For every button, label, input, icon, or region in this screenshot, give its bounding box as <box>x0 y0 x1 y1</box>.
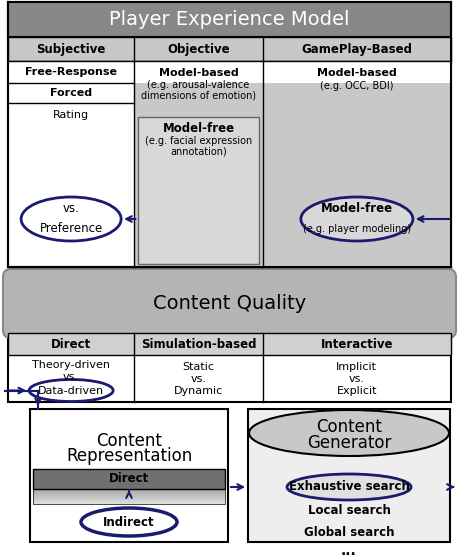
Text: Model-free: Model-free <box>162 123 235 135</box>
Ellipse shape <box>81 508 177 536</box>
Bar <box>33 491 225 493</box>
Bar <box>33 503 225 504</box>
Bar <box>33 494 225 495</box>
Text: Indirect: Indirect <box>103 515 155 529</box>
Text: Static: Static <box>183 361 214 372</box>
Bar <box>33 489 225 504</box>
Bar <box>134 61 263 267</box>
Ellipse shape <box>21 197 121 241</box>
Text: (e.g. player modeling): (e.g. player modeling) <box>303 224 411 234</box>
Bar <box>33 490 225 491</box>
Text: Model-free: Model-free <box>321 203 393 216</box>
Text: Free-Response: Free-Response <box>25 67 117 77</box>
Text: vs.: vs. <box>190 374 207 384</box>
Bar <box>8 37 451 61</box>
Bar <box>138 117 259 264</box>
Bar <box>33 496 225 497</box>
Bar <box>33 469 225 489</box>
Text: Player Experience Model: Player Experience Model <box>109 10 350 29</box>
Bar <box>33 488 225 490</box>
Text: Objective: Objective <box>167 42 230 56</box>
Bar <box>33 495 225 496</box>
Bar <box>33 501 225 502</box>
Ellipse shape <box>287 474 411 500</box>
Text: Direct: Direct <box>109 472 149 486</box>
Bar <box>33 497 225 499</box>
Bar <box>8 2 451 37</box>
Text: vs.: vs. <box>63 203 79 216</box>
FancyBboxPatch shape <box>3 269 456 338</box>
Bar <box>263 61 451 267</box>
Text: (e.g. facial expression: (e.g. facial expression <box>145 136 252 146</box>
Text: (e.g. OCC, BDI): (e.g. OCC, BDI) <box>320 81 394 91</box>
Text: annotation): annotation) <box>170 147 227 157</box>
Bar <box>33 493 225 494</box>
Text: (e.g. arousal-valence: (e.g. arousal-valence <box>147 80 250 90</box>
Bar <box>33 499 225 500</box>
Text: Forced: Forced <box>50 88 92 98</box>
Text: dimensions of emotion): dimensions of emotion) <box>141 90 256 100</box>
Bar <box>33 491 225 492</box>
Text: Dynamic: Dynamic <box>174 385 223 395</box>
Ellipse shape <box>29 379 113 402</box>
Bar <box>248 409 450 542</box>
Text: Local search: Local search <box>308 505 391 517</box>
Text: Explicit: Explicit <box>336 385 377 395</box>
Bar <box>8 333 451 355</box>
Bar <box>33 499 225 500</box>
Text: Generator: Generator <box>307 434 391 452</box>
Bar <box>30 409 228 542</box>
Ellipse shape <box>249 410 449 456</box>
Text: Subjective: Subjective <box>36 42 106 56</box>
Text: Interactive: Interactive <box>321 338 393 350</box>
Text: Simulation-based: Simulation-based <box>141 338 256 350</box>
Bar <box>33 495 225 496</box>
Bar <box>33 500 225 501</box>
Text: Content Quality: Content Quality <box>153 294 306 313</box>
Text: Model-based: Model-based <box>317 68 397 78</box>
Text: GamePlay-Based: GamePlay-Based <box>302 42 412 56</box>
Text: Global search: Global search <box>304 526 394 540</box>
Bar <box>33 502 225 504</box>
Text: Data-driven: Data-driven <box>38 385 104 395</box>
Text: Direct: Direct <box>51 338 91 350</box>
Text: vs.: vs. <box>63 372 79 382</box>
Text: Model-based: Model-based <box>159 68 238 78</box>
Bar <box>33 501 225 502</box>
Text: ...: ... <box>341 544 357 557</box>
Bar <box>33 497 225 498</box>
Text: Representation: Representation <box>66 447 192 465</box>
Bar <box>8 333 451 402</box>
Text: Content: Content <box>316 418 382 436</box>
Text: vs.: vs. <box>349 374 365 384</box>
Bar <box>8 2 451 267</box>
Text: Implicit: Implicit <box>336 361 377 372</box>
Bar <box>33 489 225 491</box>
Text: Preference: Preference <box>39 222 103 236</box>
Bar <box>33 492 225 494</box>
Text: Theory-driven: Theory-driven <box>32 359 110 369</box>
Text: Rating: Rating <box>53 110 89 120</box>
Bar <box>8 61 451 83</box>
Text: Content: Content <box>96 432 162 450</box>
Ellipse shape <box>301 197 413 241</box>
Text: Exhaustive search: Exhaustive search <box>289 481 409 494</box>
